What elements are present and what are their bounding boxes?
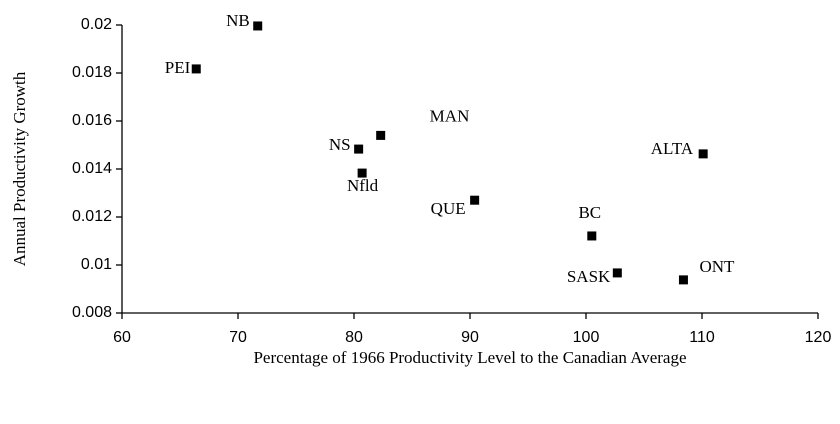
point-label: ONT — [699, 257, 735, 276]
point — [357, 168, 367, 178]
point-label: ALTA — [651, 139, 694, 158]
point — [470, 195, 480, 205]
point — [253, 21, 263, 31]
point-label: SASK — [567, 267, 611, 286]
y-tick-label: 0.02 — [81, 16, 112, 33]
point-label: BC — [578, 203, 601, 222]
y-tick-label: 0.008 — [72, 304, 112, 321]
point — [678, 275, 688, 285]
y-tick-label: 0.014 — [72, 160, 112, 177]
y-tick-label: 0.016 — [72, 112, 112, 129]
point — [376, 130, 386, 140]
x-axis-label: Percentage of 1966 Productivity Level to… — [253, 348, 687, 367]
y-tick-label: 0.01 — [81, 256, 112, 273]
x-tick-label: 110 — [689, 329, 715, 346]
x-tick-label: 120 — [805, 329, 832, 346]
point — [612, 268, 622, 278]
y-tick-label: 0.012 — [72, 208, 112, 225]
x-tick-label: 70 — [229, 329, 247, 346]
point-label: PEI — [165, 58, 191, 77]
x-axis-label-box: Percentage of 1966 Productivity Level to… — [253, 348, 687, 367]
y-axis-label: Annual Productivity Growth — [10, 71, 29, 266]
x-tick-label: 90 — [461, 329, 479, 346]
y-tick-label: 0.018 — [72, 64, 112, 81]
x-tick-label: 80 — [345, 329, 363, 346]
point — [191, 64, 201, 74]
point — [698, 149, 708, 159]
x-tick-label: 60 — [113, 329, 131, 346]
x-tick-label: 100 — [573, 329, 600, 346]
point-label: NB — [226, 11, 250, 30]
point-label: NS — [329, 135, 351, 154]
point-label: MAN — [430, 106, 470, 125]
point-label: QUE — [431, 199, 466, 218]
point — [587, 231, 597, 241]
point-label: Nfld — [347, 176, 379, 195]
point — [354, 144, 364, 154]
